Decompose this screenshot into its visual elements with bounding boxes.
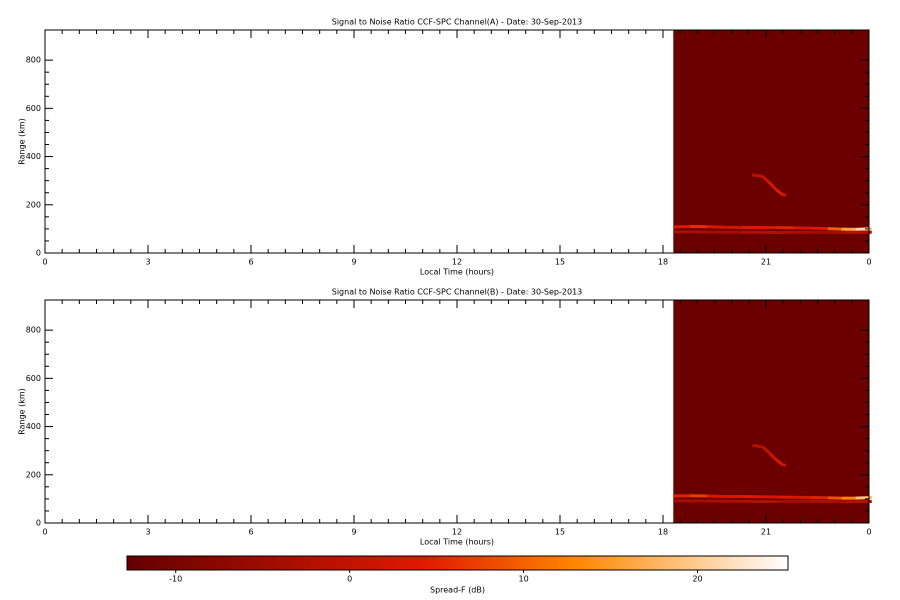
chart-title: Signal to Noise Ratio CCF-SPC Channel(A)… [332,18,582,27]
chart-title: Signal to Noise Ratio CCF-SPC Channel(B)… [332,288,583,297]
x-tick-label: 12 [452,528,462,537]
colorbar-tick-label: 10 [519,575,529,584]
heatmap-background [673,30,869,253]
y-axis-label: Range (km) [18,118,27,165]
x-tick-label: 18 [658,258,668,267]
x-tick-label: 12 [452,258,462,267]
y-tick-label: 400 [26,152,41,161]
y-tick-label: 600 [26,104,41,113]
x-tick-label: 0 [866,528,871,537]
echo-segment [768,452,778,461]
colorbar-tick-label: 20 [692,575,702,584]
y-tick-label: 800 [26,56,41,65]
echo-segment [768,181,778,191]
y-tick-label: 0 [36,249,41,258]
x-tick-label: 15 [555,528,565,537]
y-tick-label: 200 [26,200,41,209]
colorbar [126,555,789,571]
x-tick-label: 0 [42,528,47,537]
colorbar-tick-label: -10 [169,575,182,584]
x-tick-label: 21 [761,258,771,267]
echo-segment [761,175,771,184]
x-tick-label: 15 [555,258,565,267]
y-axis-label: Range (km) [18,388,27,435]
x-tick-label: 6 [248,528,253,537]
x-tick-label: 18 [658,528,668,537]
y-tick-label: 200 [26,470,41,479]
x-tick-label: 9 [351,258,356,267]
echo-segment [752,173,763,178]
x-tick-label: 3 [145,528,150,537]
x-tick-label: 6 [248,258,253,267]
x-tick-label: 9 [351,528,356,537]
heatmap-background [673,300,869,523]
x-tick-label: 3 [145,258,150,267]
x-axis-label: Local Time (hours) [420,538,494,547]
echo-segment [775,458,785,467]
y-tick-label: 800 [26,326,41,335]
x-tick-label: 21 [761,528,771,537]
echo-segment [761,445,771,455]
x-tick-label: 0 [866,258,871,267]
y-tick-label: 400 [26,422,41,431]
y-tick-label: 600 [26,374,41,383]
echo-segment [752,443,763,449]
colorbar-label: Spread-F (dB) [430,586,485,595]
y-tick-label: 0 [36,519,41,528]
echo-segment [775,188,785,197]
x-tick-label: 0 [42,258,47,267]
colorbar-tick-label: 0 [347,575,352,584]
x-axis-label: Local Time (hours) [420,268,494,277]
